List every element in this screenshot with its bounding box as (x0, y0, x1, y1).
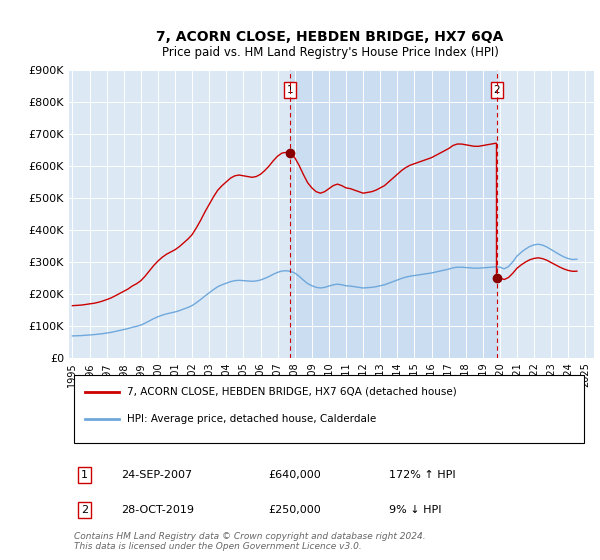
Text: £640,000: £640,000 (269, 470, 321, 480)
Text: Price paid vs. HM Land Registry's House Price Index (HPI): Price paid vs. HM Land Registry's House … (161, 46, 499, 59)
Text: 7, ACORN CLOSE, HEBDEN BRIDGE, HX7 6QA: 7, ACORN CLOSE, HEBDEN BRIDGE, HX7 6QA (157, 30, 503, 44)
Text: Contains HM Land Registry data © Crown copyright and database right 2024.
This d: Contains HM Land Registry data © Crown c… (74, 532, 426, 551)
Text: 9% ↓ HPI: 9% ↓ HPI (389, 505, 442, 515)
Bar (290, 70, 497, 358)
Text: £250,000: £250,000 (269, 505, 321, 515)
Text: 1: 1 (287, 85, 293, 95)
Text: 2: 2 (81, 505, 88, 515)
FancyBboxPatch shape (74, 375, 583, 444)
Text: 28-OCT-2019: 28-OCT-2019 (121, 505, 194, 515)
Text: 7, ACORN CLOSE, HEBDEN BRIDGE, HX7 6QA (detached house): 7, ACORN CLOSE, HEBDEN BRIDGE, HX7 6QA (… (127, 386, 457, 396)
Text: 172% ↑ HPI: 172% ↑ HPI (389, 470, 456, 480)
Text: HPI: Average price, detached house, Calderdale: HPI: Average price, detached house, Cald… (127, 414, 376, 424)
Text: 1: 1 (81, 470, 88, 480)
Text: 2: 2 (494, 85, 500, 95)
Text: 24-SEP-2007: 24-SEP-2007 (121, 470, 193, 480)
